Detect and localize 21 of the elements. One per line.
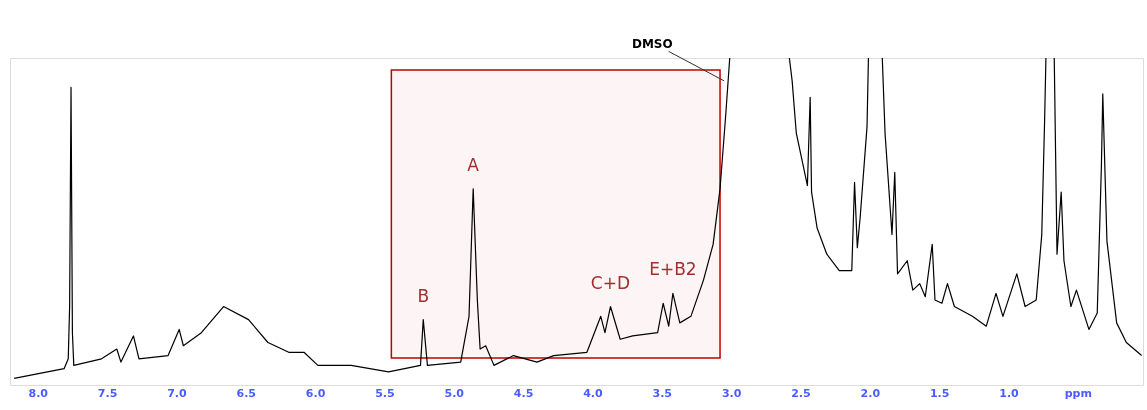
x-tick-label: ppm — [1064, 386, 1092, 400]
x-tick-label: 5.5 — [375, 386, 395, 400]
annotation: DMSO — [631, 37, 673, 52]
annotation: E+B2 — [649, 259, 697, 280]
x-tick-label: 8.0 — [28, 386, 49, 400]
x-tick-label: 5.0 — [444, 386, 465, 400]
x-tick-label: 7.0 — [167, 386, 187, 400]
x-tick-label: 4.5 — [513, 386, 534, 400]
x-tick-label: 2.5 — [791, 386, 811, 400]
x-tick-label: 1.5 — [929, 386, 950, 400]
x-tick-label: 3.5 — [652, 386, 673, 400]
annotation: C+D — [590, 272, 631, 293]
x-tick-label: 3.0 — [721, 386, 742, 400]
x-tick-label: 4.0 — [583, 386, 604, 400]
x-tick-label: 6.5 — [236, 386, 256, 400]
x-tick-label: 1.0 — [999, 386, 1020, 400]
x-tick-label: 2.0 — [860, 386, 881, 400]
annotation: B — [417, 285, 430, 306]
x-tick-label: 6.0 — [305, 386, 326, 400]
annotation: A — [467, 154, 480, 175]
x-tick-label: 7.5 — [97, 386, 118, 400]
